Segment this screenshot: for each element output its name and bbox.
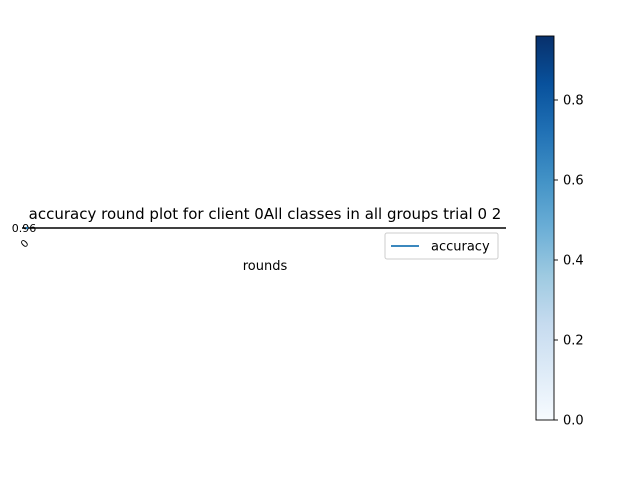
colorbar-tick-label: 0.8 (563, 94, 584, 109)
colorbar-ticks: 0.0 0.2 0.4 0.6 0.8 (554, 94, 584, 429)
colorbar-tick-label: 0.2 (563, 334, 584, 349)
chart-title: accuracy round plot for client 0All clas… (29, 205, 502, 223)
colorbar: 0.0 0.2 0.4 0.6 0.8 (535, 35, 584, 429)
legend-box (384, 232, 499, 260)
colorbar-tick-label: 0.6 (563, 174, 584, 189)
colorbar-tick-label: 0.4 (563, 254, 584, 269)
data-point-label: 0.96 (12, 222, 37, 235)
legend-label-accuracy: accuracy (431, 240, 490, 255)
data-point (25, 226, 29, 230)
colorbar-gradient (535, 35, 555, 421)
x-axis-label: rounds (243, 259, 288, 274)
colorbar-tick-label: 0.0 (563, 414, 584, 429)
legend: accuracy (384, 232, 499, 260)
accuracy-series (25, 226, 29, 230)
x-tick-label: 0 (19, 238, 31, 250)
